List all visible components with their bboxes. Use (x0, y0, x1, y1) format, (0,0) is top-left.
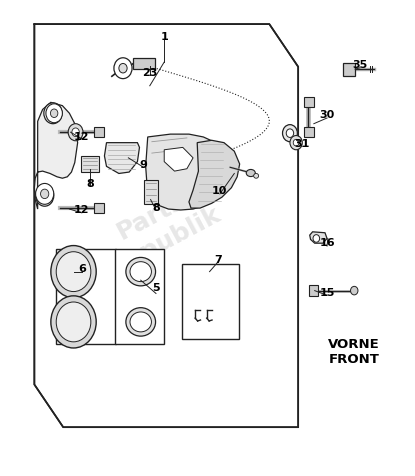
Circle shape (68, 124, 83, 141)
Circle shape (114, 59, 132, 79)
Circle shape (41, 192, 49, 201)
Circle shape (351, 287, 358, 295)
Circle shape (41, 190, 49, 199)
Text: 31: 31 (295, 139, 310, 149)
FancyBboxPatch shape (56, 250, 115, 344)
Circle shape (283, 125, 298, 142)
Text: 6: 6 (78, 264, 86, 274)
FancyBboxPatch shape (309, 286, 317, 296)
Circle shape (56, 302, 91, 342)
Circle shape (44, 104, 62, 124)
Polygon shape (164, 148, 193, 172)
Circle shape (119, 64, 127, 74)
FancyBboxPatch shape (94, 128, 104, 138)
FancyBboxPatch shape (94, 203, 104, 214)
FancyBboxPatch shape (304, 127, 314, 138)
FancyBboxPatch shape (81, 157, 99, 173)
Text: 35: 35 (352, 60, 368, 70)
Text: VORNE
FRONT: VORNE FRONT (328, 337, 380, 366)
Text: 8: 8 (86, 178, 94, 188)
FancyBboxPatch shape (182, 264, 239, 339)
Circle shape (286, 129, 294, 138)
Text: 9: 9 (140, 159, 148, 169)
Circle shape (72, 129, 79, 137)
Circle shape (36, 186, 54, 207)
Polygon shape (310, 232, 327, 244)
Text: 12: 12 (74, 205, 90, 215)
Polygon shape (146, 135, 236, 210)
FancyBboxPatch shape (144, 180, 158, 205)
Text: 1: 1 (160, 32, 168, 42)
Ellipse shape (126, 258, 156, 286)
Circle shape (313, 235, 320, 243)
FancyBboxPatch shape (343, 63, 355, 77)
Text: 23: 23 (142, 68, 157, 78)
FancyBboxPatch shape (133, 59, 155, 69)
Circle shape (293, 140, 299, 147)
Text: 5: 5 (152, 283, 160, 293)
Ellipse shape (130, 262, 151, 282)
Text: 30: 30 (320, 110, 334, 120)
Polygon shape (34, 25, 298, 427)
Text: 8: 8 (152, 202, 160, 212)
FancyBboxPatch shape (303, 98, 314, 108)
Polygon shape (34, 103, 78, 209)
Polygon shape (189, 141, 239, 208)
Ellipse shape (246, 170, 255, 177)
Ellipse shape (254, 174, 259, 179)
Circle shape (51, 110, 58, 118)
Circle shape (49, 109, 57, 119)
Circle shape (290, 136, 302, 150)
Text: 7: 7 (214, 254, 222, 264)
Text: 12: 12 (74, 131, 90, 141)
Ellipse shape (130, 312, 151, 332)
Text: 16: 16 (319, 238, 335, 248)
FancyBboxPatch shape (115, 250, 164, 344)
Ellipse shape (126, 308, 156, 337)
Circle shape (46, 105, 62, 123)
Circle shape (51, 246, 96, 298)
Circle shape (36, 184, 54, 205)
Text: Parts
Republik: Parts Republik (91, 177, 225, 280)
Text: 15: 15 (320, 288, 335, 298)
Polygon shape (105, 143, 139, 174)
Circle shape (56, 252, 91, 292)
Circle shape (51, 296, 96, 348)
Text: 10: 10 (212, 186, 227, 196)
